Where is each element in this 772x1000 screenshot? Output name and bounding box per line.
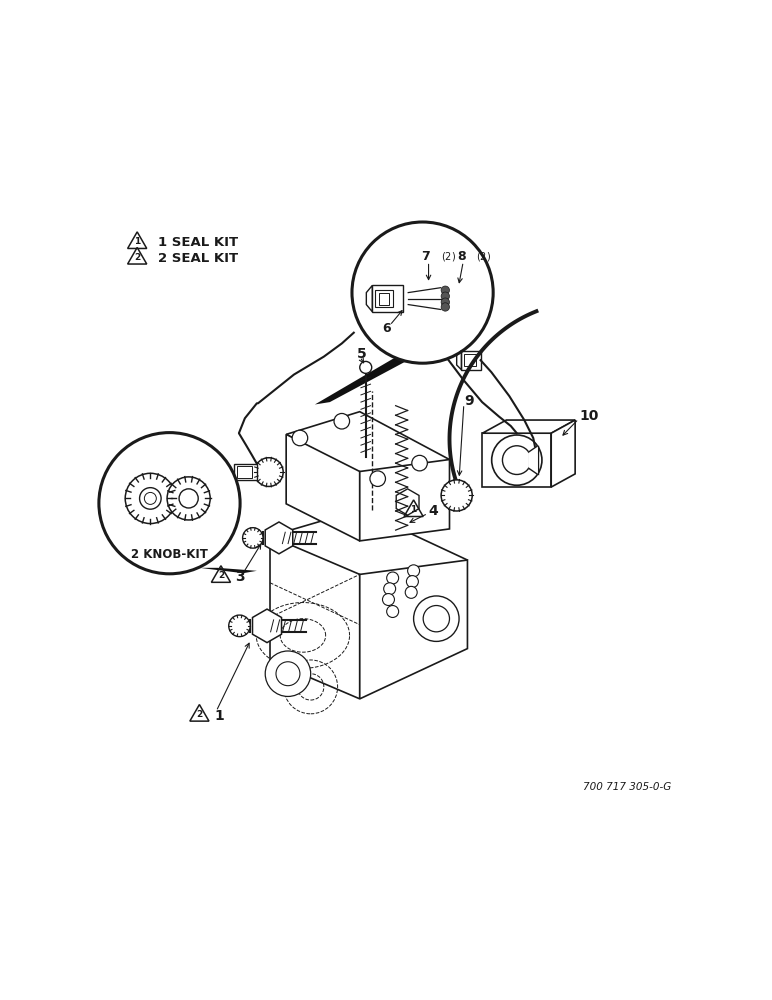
Text: 9: 9: [465, 394, 474, 408]
Polygon shape: [286, 412, 449, 482]
Text: 7: 7: [422, 250, 430, 263]
Polygon shape: [252, 609, 282, 643]
Text: 2 SEAL KIT: 2 SEAL KIT: [157, 252, 238, 265]
Circle shape: [441, 292, 449, 300]
Polygon shape: [482, 433, 551, 487]
Text: $(2)$: $(2)$: [441, 250, 455, 263]
Circle shape: [255, 458, 283, 486]
Text: 700 717 305-0-G: 700 717 305-0-G: [583, 782, 671, 792]
Text: 2 KNOB-KIT: 2 KNOB-KIT: [131, 548, 208, 561]
Polygon shape: [482, 420, 575, 433]
Circle shape: [406, 576, 418, 588]
Circle shape: [125, 473, 175, 524]
Circle shape: [370, 471, 385, 486]
Circle shape: [99, 433, 240, 574]
Polygon shape: [360, 460, 449, 541]
Circle shape: [408, 565, 420, 577]
Circle shape: [229, 615, 250, 637]
Bar: [234, 464, 257, 480]
Circle shape: [441, 303, 449, 311]
Text: 2: 2: [196, 710, 202, 719]
Polygon shape: [286, 434, 360, 541]
Circle shape: [242, 528, 263, 548]
Polygon shape: [266, 522, 293, 554]
Circle shape: [441, 480, 472, 511]
Text: 8: 8: [457, 250, 466, 263]
Polygon shape: [551, 420, 575, 487]
Polygon shape: [270, 536, 360, 699]
Polygon shape: [396, 489, 419, 515]
Polygon shape: [529, 446, 537, 474]
Circle shape: [167, 477, 210, 520]
Text: 4: 4: [428, 504, 438, 518]
Circle shape: [360, 361, 372, 373]
Circle shape: [411, 455, 428, 471]
Text: 6: 6: [382, 322, 391, 335]
Text: 1: 1: [215, 709, 224, 723]
Circle shape: [382, 594, 394, 606]
Text: 1: 1: [134, 237, 141, 246]
Bar: [380, 293, 389, 305]
Circle shape: [441, 298, 449, 306]
Text: 5: 5: [357, 347, 367, 361]
Polygon shape: [199, 568, 257, 573]
Circle shape: [414, 596, 459, 641]
Polygon shape: [315, 357, 414, 404]
Polygon shape: [270, 510, 468, 586]
Circle shape: [292, 430, 308, 446]
Text: 1 SEAL KIT: 1 SEAL KIT: [157, 236, 238, 249]
Text: 1: 1: [411, 505, 417, 514]
Polygon shape: [360, 560, 468, 699]
Bar: [464, 354, 476, 366]
Bar: [236, 466, 252, 478]
Circle shape: [384, 583, 396, 595]
Circle shape: [352, 222, 493, 363]
Bar: [374, 290, 393, 307]
Circle shape: [387, 606, 398, 617]
Text: $(2)$: $(2)$: [476, 250, 491, 263]
Circle shape: [405, 586, 417, 598]
Circle shape: [266, 651, 310, 696]
Text: 2: 2: [134, 253, 141, 262]
Circle shape: [334, 413, 350, 429]
Text: 2: 2: [218, 571, 224, 580]
Text: 3: 3: [235, 570, 245, 584]
Text: 10: 10: [580, 409, 599, 423]
Circle shape: [441, 286, 449, 294]
Circle shape: [387, 572, 398, 584]
